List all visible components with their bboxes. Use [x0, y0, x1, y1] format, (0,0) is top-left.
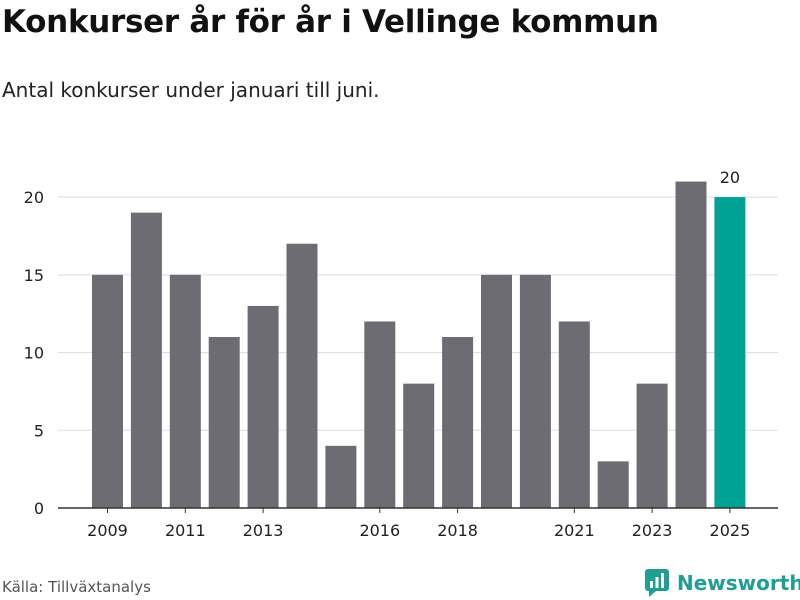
chart-subtitle: Antal konkurser under januari till juni. [2, 78, 380, 102]
bar-2012 [208, 337, 240, 508]
bar-2014 [286, 243, 318, 508]
bar-2010 [130, 212, 162, 509]
x-tick-label: 2011 [165, 521, 206, 540]
bar-2013 [247, 305, 279, 508]
x-tick-label: 2016 [359, 521, 400, 540]
brand-name: Newsworthy [677, 571, 800, 595]
y-tick-label: 15 [24, 266, 44, 285]
y-tick-label: 5 [34, 421, 44, 440]
bar-2011 [169, 274, 201, 508]
x-tick-label: 2018 [437, 521, 478, 540]
source-note: Källa: Tillväxtanalys [2, 578, 151, 596]
x-tick-label: 2025 [710, 521, 751, 540]
bar-2022 [597, 461, 629, 508]
bar-2023 [636, 383, 668, 508]
bar-2019 [481, 274, 512, 508]
x-tick-label: 2013 [243, 521, 284, 540]
chart-title: Konkurser år för år i Vellinge kommun [2, 4, 659, 40]
x-tick-label: 2023 [632, 521, 673, 540]
bar-2016 [364, 321, 396, 508]
bar-2020 [519, 274, 551, 508]
y-tick-label: 20 [24, 188, 44, 207]
x-tick-label: 2009 [87, 521, 128, 540]
newsworthy-logo-icon [645, 569, 669, 597]
bar-2009 [92, 274, 123, 508]
y-tick-label: 0 [34, 499, 44, 518]
bar-2025 [714, 197, 746, 508]
y-tick-label: 10 [24, 344, 44, 363]
x-tick-label: 2021 [554, 521, 595, 540]
bar-2015 [325, 445, 357, 508]
data-label: 20 [720, 168, 740, 187]
bar-2017 [403, 383, 435, 508]
brand-logo: Newsworthy [645, 569, 800, 597]
bar-2021 [558, 321, 590, 508]
bar-chart: 0 5 10 15 20 2009 2011 2013 2016 2018 2021 2023 2025… [24, 168, 778, 540]
bar-2018 [442, 337, 474, 508]
bar-2024 [675, 181, 707, 508]
